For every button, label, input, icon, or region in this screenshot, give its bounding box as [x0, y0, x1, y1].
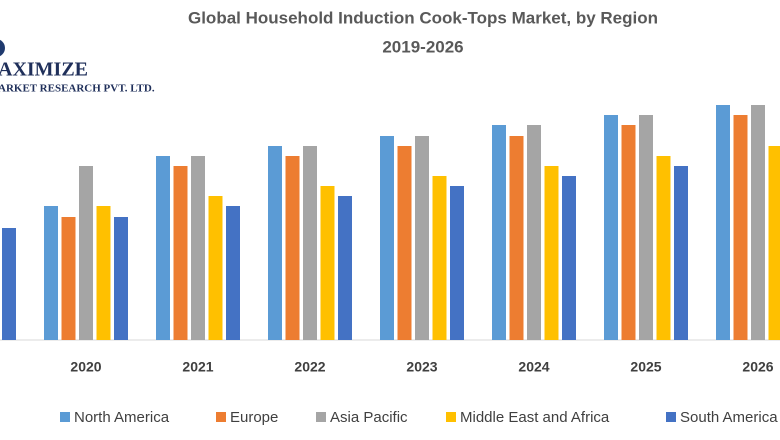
chart-subtitle: 2019-2026 — [382, 37, 463, 56]
bar — [226, 206, 240, 340]
bar — [415, 136, 429, 340]
bar — [380, 136, 394, 340]
x-tick-label: 2023 — [406, 359, 437, 375]
legend-label: Asia Pacific — [330, 409, 408, 426]
x-tick-label: 2021 — [182, 359, 213, 375]
bar — [621, 125, 636, 340]
bar — [562, 176, 576, 340]
bar — [303, 146, 317, 340]
bar — [450, 186, 464, 340]
bar — [268, 146, 282, 340]
bar — [79, 166, 93, 340]
bar — [656, 156, 671, 340]
bar — [527, 125, 541, 340]
bar — [716, 105, 730, 340]
legend-label: North America — [74, 409, 170, 426]
legend-swatch — [666, 412, 676, 422]
x-tick-label: 2020 — [70, 359, 101, 375]
chart-title: Global Household Induction Cook-Tops Mar… — [188, 8, 658, 27]
bar — [2, 228, 16, 340]
bar — [751, 105, 765, 340]
logo-tagline: ARKET RESEARCH PVT. LTD. — [0, 83, 155, 95]
x-tick-label: 2022 — [294, 359, 325, 375]
legend-swatch — [216, 412, 226, 422]
logo-name: AXIMIZE — [0, 59, 88, 81]
bar — [208, 196, 223, 340]
x-tick-label: 2024 — [518, 359, 549, 375]
bar — [173, 166, 188, 340]
bar — [285, 156, 300, 340]
bar — [320, 186, 335, 340]
bar — [114, 217, 128, 340]
bar — [44, 206, 58, 340]
legend-swatch — [60, 412, 70, 422]
bar — [338, 196, 352, 340]
bar — [733, 115, 748, 340]
bar — [191, 156, 205, 340]
bar — [492, 125, 506, 340]
bar — [96, 206, 111, 340]
x-tick-label: 2026 — [742, 359, 773, 375]
bar — [674, 166, 688, 340]
bar — [639, 115, 653, 340]
legend-label: South America — [680, 409, 778, 426]
bar — [61, 217, 76, 340]
legend-swatch — [446, 412, 456, 422]
legend-swatch — [316, 412, 326, 422]
x-tick-label: 2025 — [630, 359, 661, 375]
bar — [156, 156, 170, 340]
bar — [604, 115, 618, 340]
legend-label: Europe — [230, 409, 278, 426]
bar — [544, 166, 559, 340]
logo-mark — [0, 39, 5, 57]
bar — [397, 146, 412, 340]
legend-label: Middle East and Africa — [460, 409, 610, 426]
bar — [768, 146, 780, 340]
bar — [509, 136, 524, 340]
bar — [432, 176, 447, 340]
